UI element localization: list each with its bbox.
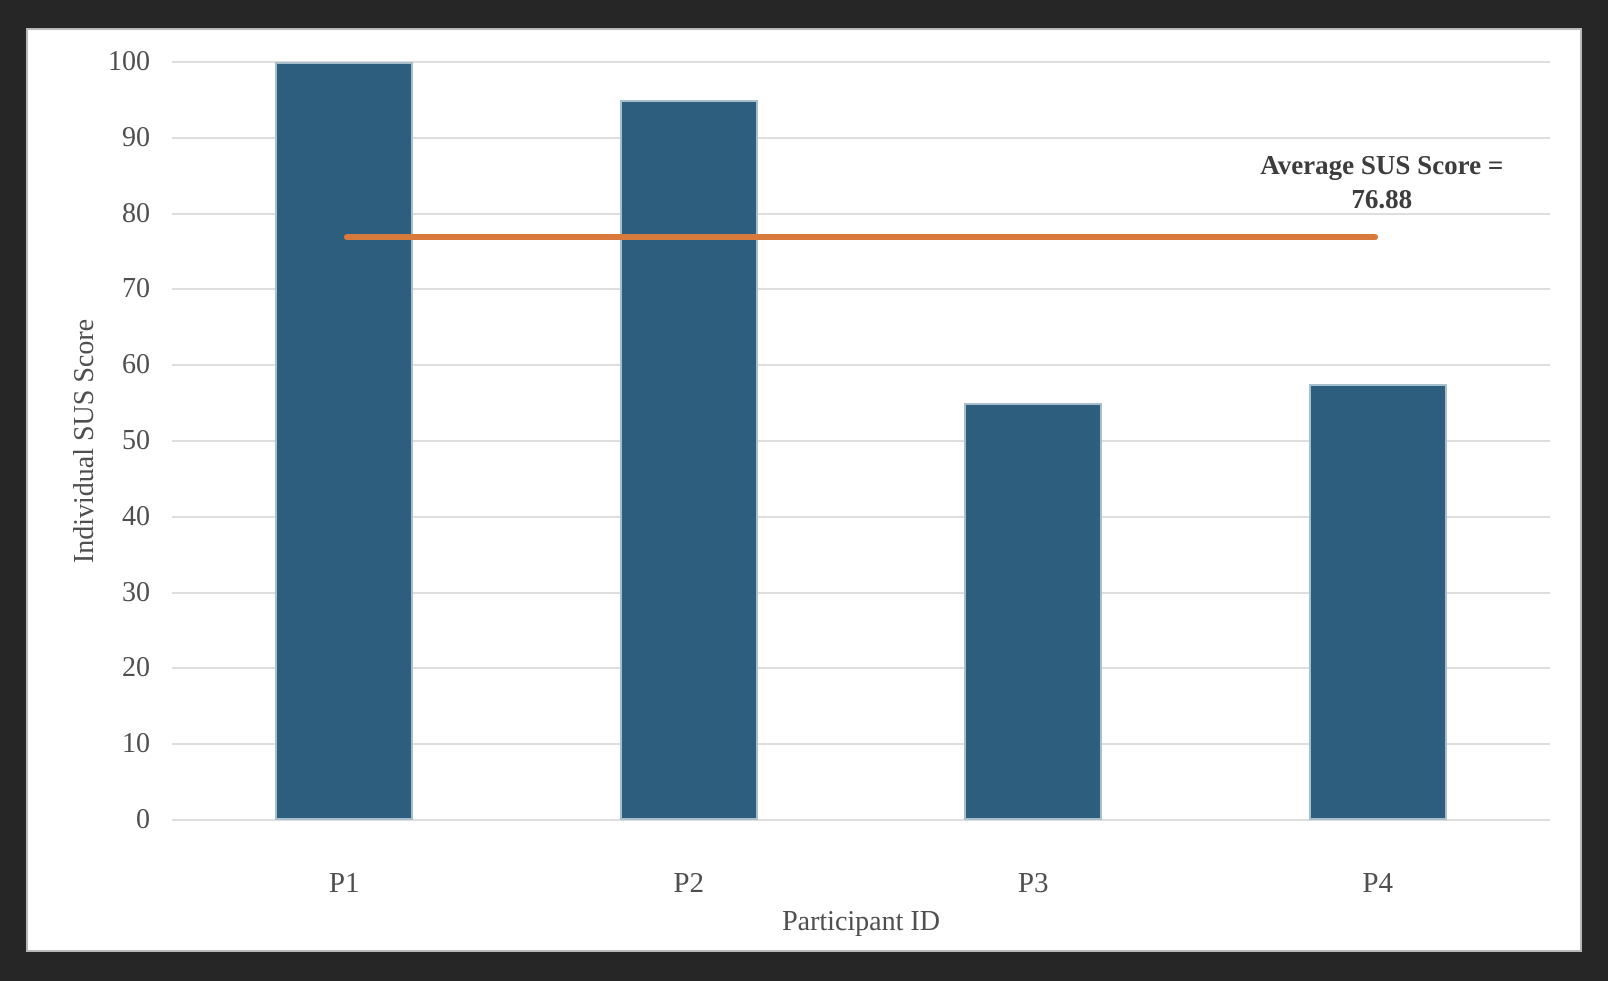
y-tick-label: 70 <box>122 273 150 305</box>
gridline <box>172 667 1550 670</box>
x-category-label: P4 <box>1362 867 1394 899</box>
y-axis-title: Individual SUS Score <box>69 318 100 564</box>
gridline <box>172 515 1550 518</box>
y-tick-label: 0 <box>136 804 150 835</box>
average-line <box>344 234 1378 241</box>
x-category-label: P3 <box>1017 867 1049 899</box>
y-tick-label: 90 <box>122 121 150 153</box>
gridline <box>172 440 1550 442</box>
gridline <box>172 819 1550 821</box>
bar-p1 <box>275 62 414 820</box>
gridline <box>172 61 1550 63</box>
x-category-label: P2 <box>673 867 705 899</box>
y-tick-label: 50 <box>122 425 150 456</box>
gridline <box>172 136 1550 139</box>
average-annotation-line2: 76.88 <box>1351 184 1413 215</box>
bar-p2 <box>619 99 758 820</box>
y-tick-label: 20 <box>122 652 150 684</box>
gridline <box>172 364 1550 367</box>
y-tick-label: 100 <box>108 46 150 77</box>
x-axis-title: Participant ID <box>782 906 940 937</box>
average-annotation-line1: Average SUS Score = <box>1260 150 1504 181</box>
y-tick-label: 30 <box>122 576 150 608</box>
x-category-label: P1 <box>328 867 360 899</box>
gridline <box>172 591 1550 594</box>
y-tick-label: 40 <box>122 500 150 532</box>
bar-p3 <box>964 403 1103 820</box>
bar-p4 <box>1308 384 1447 820</box>
y-tick-label: 80 <box>122 197 150 229</box>
y-tick-label: 10 <box>122 728 150 760</box>
chart-panel: Average SUS Score = 76.88 0 10 20 30 40 50 60 7… <box>28 30 1580 950</box>
gridline <box>172 743 1550 746</box>
gridline <box>172 212 1550 215</box>
average-annotation: Average SUS Score = 76.88 <box>1260 148 1503 216</box>
gridline <box>172 288 1550 291</box>
y-tick-label: 60 <box>122 349 150 381</box>
